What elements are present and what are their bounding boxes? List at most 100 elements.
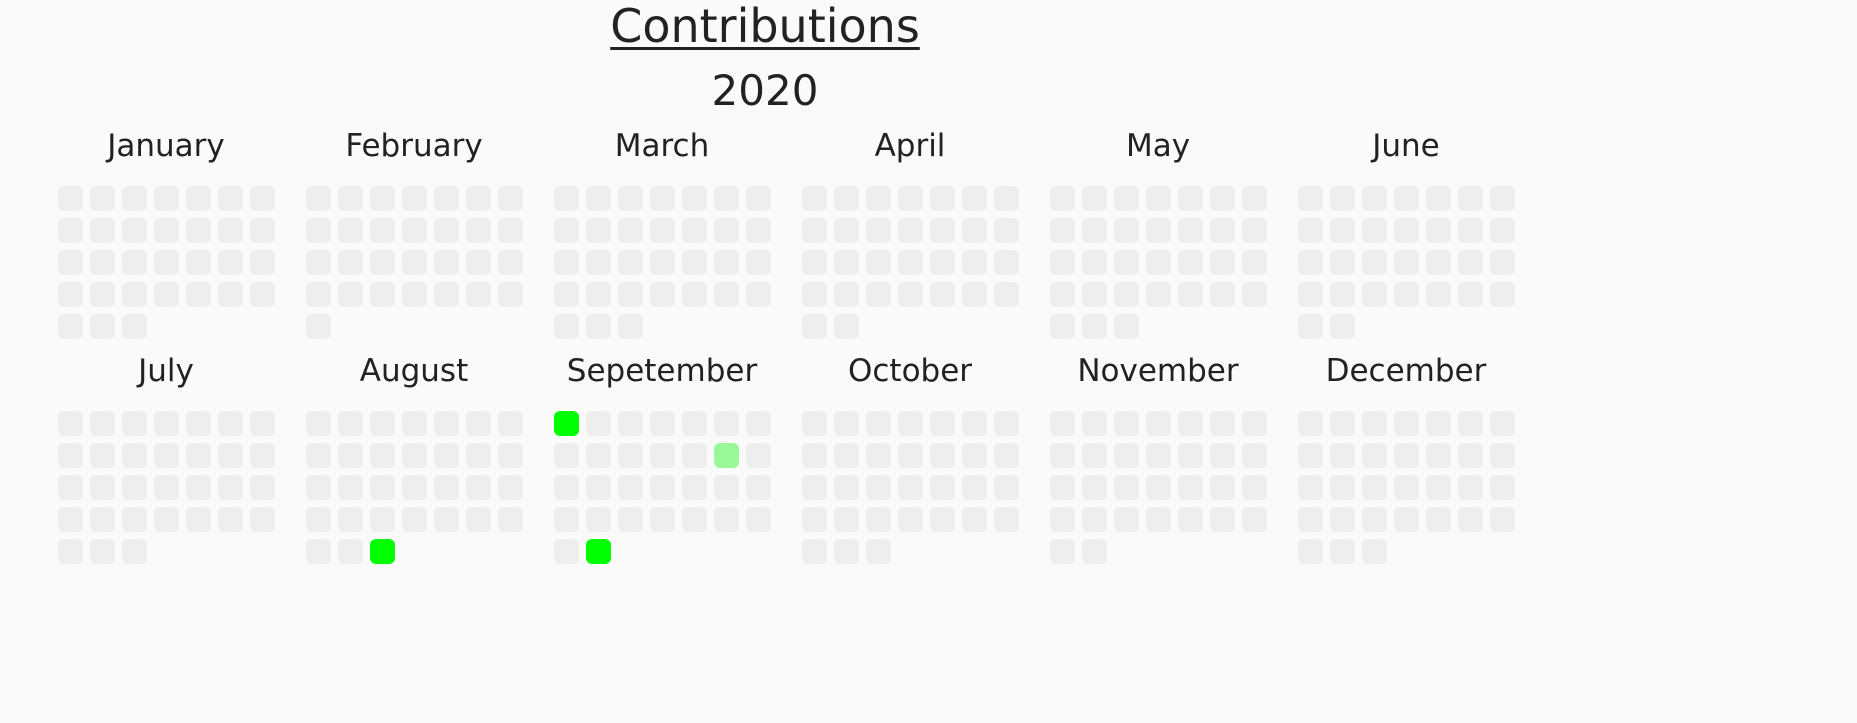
day-cell[interactable] bbox=[1242, 282, 1267, 307]
day-cell[interactable] bbox=[122, 186, 147, 211]
day-cell[interactable] bbox=[994, 475, 1019, 500]
day-cell[interactable] bbox=[402, 282, 427, 307]
day-cell[interactable] bbox=[714, 282, 739, 307]
day-cell[interactable] bbox=[962, 282, 987, 307]
day-cell[interactable] bbox=[1298, 218, 1323, 243]
day-cell[interactable] bbox=[1426, 443, 1451, 468]
day-cell[interactable] bbox=[1362, 186, 1387, 211]
day-cell[interactable] bbox=[714, 218, 739, 243]
day-cell[interactable] bbox=[186, 411, 211, 436]
day-cell[interactable] bbox=[1050, 282, 1075, 307]
day-cell[interactable] bbox=[1210, 507, 1235, 532]
day-cell[interactable] bbox=[1458, 282, 1483, 307]
day-cell[interactable] bbox=[994, 411, 1019, 436]
day-cell[interactable] bbox=[122, 218, 147, 243]
day-cell[interactable] bbox=[434, 507, 459, 532]
day-cell[interactable] bbox=[834, 539, 859, 564]
day-cell[interactable] bbox=[90, 539, 115, 564]
day-cell[interactable] bbox=[1242, 443, 1267, 468]
day-cell[interactable] bbox=[962, 443, 987, 468]
day-cell[interactable] bbox=[898, 282, 923, 307]
day-cell[interactable] bbox=[402, 186, 427, 211]
day-cell[interactable] bbox=[586, 411, 611, 436]
day-cell[interactable] bbox=[1178, 218, 1203, 243]
day-cell[interactable] bbox=[1242, 411, 1267, 436]
day-cell[interactable] bbox=[122, 539, 147, 564]
day-cell[interactable] bbox=[802, 186, 827, 211]
day-cell[interactable] bbox=[866, 443, 891, 468]
day-cell[interactable] bbox=[122, 475, 147, 500]
day-cell[interactable] bbox=[1210, 250, 1235, 275]
day-cell[interactable] bbox=[898, 218, 923, 243]
day-cell[interactable] bbox=[1458, 186, 1483, 211]
day-cell[interactable] bbox=[1362, 411, 1387, 436]
day-cell[interactable] bbox=[1330, 218, 1355, 243]
day-cell[interactable] bbox=[682, 411, 707, 436]
day-cell[interactable] bbox=[370, 475, 395, 500]
day-cell[interactable] bbox=[1330, 411, 1355, 436]
day-cell[interactable] bbox=[250, 186, 275, 211]
day-cell[interactable] bbox=[1082, 250, 1107, 275]
day-cell[interactable] bbox=[1114, 411, 1139, 436]
day-cell[interactable] bbox=[682, 186, 707, 211]
day-cell[interactable] bbox=[306, 314, 331, 339]
day-cell[interactable] bbox=[1330, 475, 1355, 500]
day-cell[interactable] bbox=[714, 411, 739, 436]
day-cell[interactable] bbox=[218, 411, 243, 436]
day-cell[interactable] bbox=[650, 411, 675, 436]
day-cell[interactable] bbox=[338, 539, 363, 564]
day-cell[interactable] bbox=[250, 218, 275, 243]
day-cell[interactable] bbox=[866, 539, 891, 564]
day-cell[interactable] bbox=[1114, 186, 1139, 211]
day-cell[interactable] bbox=[466, 250, 491, 275]
day-cell[interactable] bbox=[90, 314, 115, 339]
day-cell[interactable] bbox=[90, 250, 115, 275]
day-cell[interactable] bbox=[1426, 475, 1451, 500]
day-cell[interactable] bbox=[466, 443, 491, 468]
day-cell[interactable] bbox=[434, 411, 459, 436]
day-cell[interactable] bbox=[498, 443, 523, 468]
day-cell[interactable] bbox=[58, 218, 83, 243]
day-cell[interactable] bbox=[802, 475, 827, 500]
day-cell[interactable] bbox=[338, 443, 363, 468]
day-cell[interactable] bbox=[618, 475, 643, 500]
day-cell[interactable] bbox=[1426, 282, 1451, 307]
day-cell[interactable] bbox=[682, 475, 707, 500]
day-cell[interactable] bbox=[1298, 411, 1323, 436]
day-cell[interactable] bbox=[834, 314, 859, 339]
day-cell[interactable] bbox=[498, 411, 523, 436]
day-cell[interactable] bbox=[586, 250, 611, 275]
day-cell[interactable] bbox=[1210, 443, 1235, 468]
day-cell[interactable] bbox=[962, 250, 987, 275]
day-cell[interactable] bbox=[498, 218, 523, 243]
day-cell[interactable] bbox=[650, 282, 675, 307]
day-cell[interactable] bbox=[586, 314, 611, 339]
day-cell[interactable] bbox=[930, 250, 955, 275]
day-cell[interactable] bbox=[186, 475, 211, 500]
day-cell[interactable] bbox=[250, 443, 275, 468]
day-cell[interactable] bbox=[434, 282, 459, 307]
day-cell[interactable] bbox=[1330, 186, 1355, 211]
day-cell[interactable] bbox=[930, 282, 955, 307]
day-cell[interactable] bbox=[802, 250, 827, 275]
day-cell[interactable] bbox=[186, 186, 211, 211]
day-cell[interactable] bbox=[218, 443, 243, 468]
day-cell[interactable] bbox=[930, 186, 955, 211]
day-cell[interactable] bbox=[1210, 411, 1235, 436]
day-cell[interactable] bbox=[1114, 282, 1139, 307]
day-cell[interactable] bbox=[218, 507, 243, 532]
day-cell[interactable] bbox=[898, 186, 923, 211]
day-cell[interactable] bbox=[218, 218, 243, 243]
day-cell[interactable] bbox=[866, 507, 891, 532]
day-cell[interactable] bbox=[866, 411, 891, 436]
day-cell[interactable] bbox=[370, 282, 395, 307]
day-cell[interactable] bbox=[994, 250, 1019, 275]
day-cell[interactable] bbox=[554, 507, 579, 532]
day-cell[interactable] bbox=[90, 443, 115, 468]
day-cell[interactable] bbox=[1146, 282, 1171, 307]
day-cell[interactable] bbox=[554, 539, 579, 564]
day-cell[interactable] bbox=[994, 282, 1019, 307]
day-cell[interactable] bbox=[554, 475, 579, 500]
day-cell[interactable] bbox=[338, 218, 363, 243]
day-cell[interactable] bbox=[962, 507, 987, 532]
